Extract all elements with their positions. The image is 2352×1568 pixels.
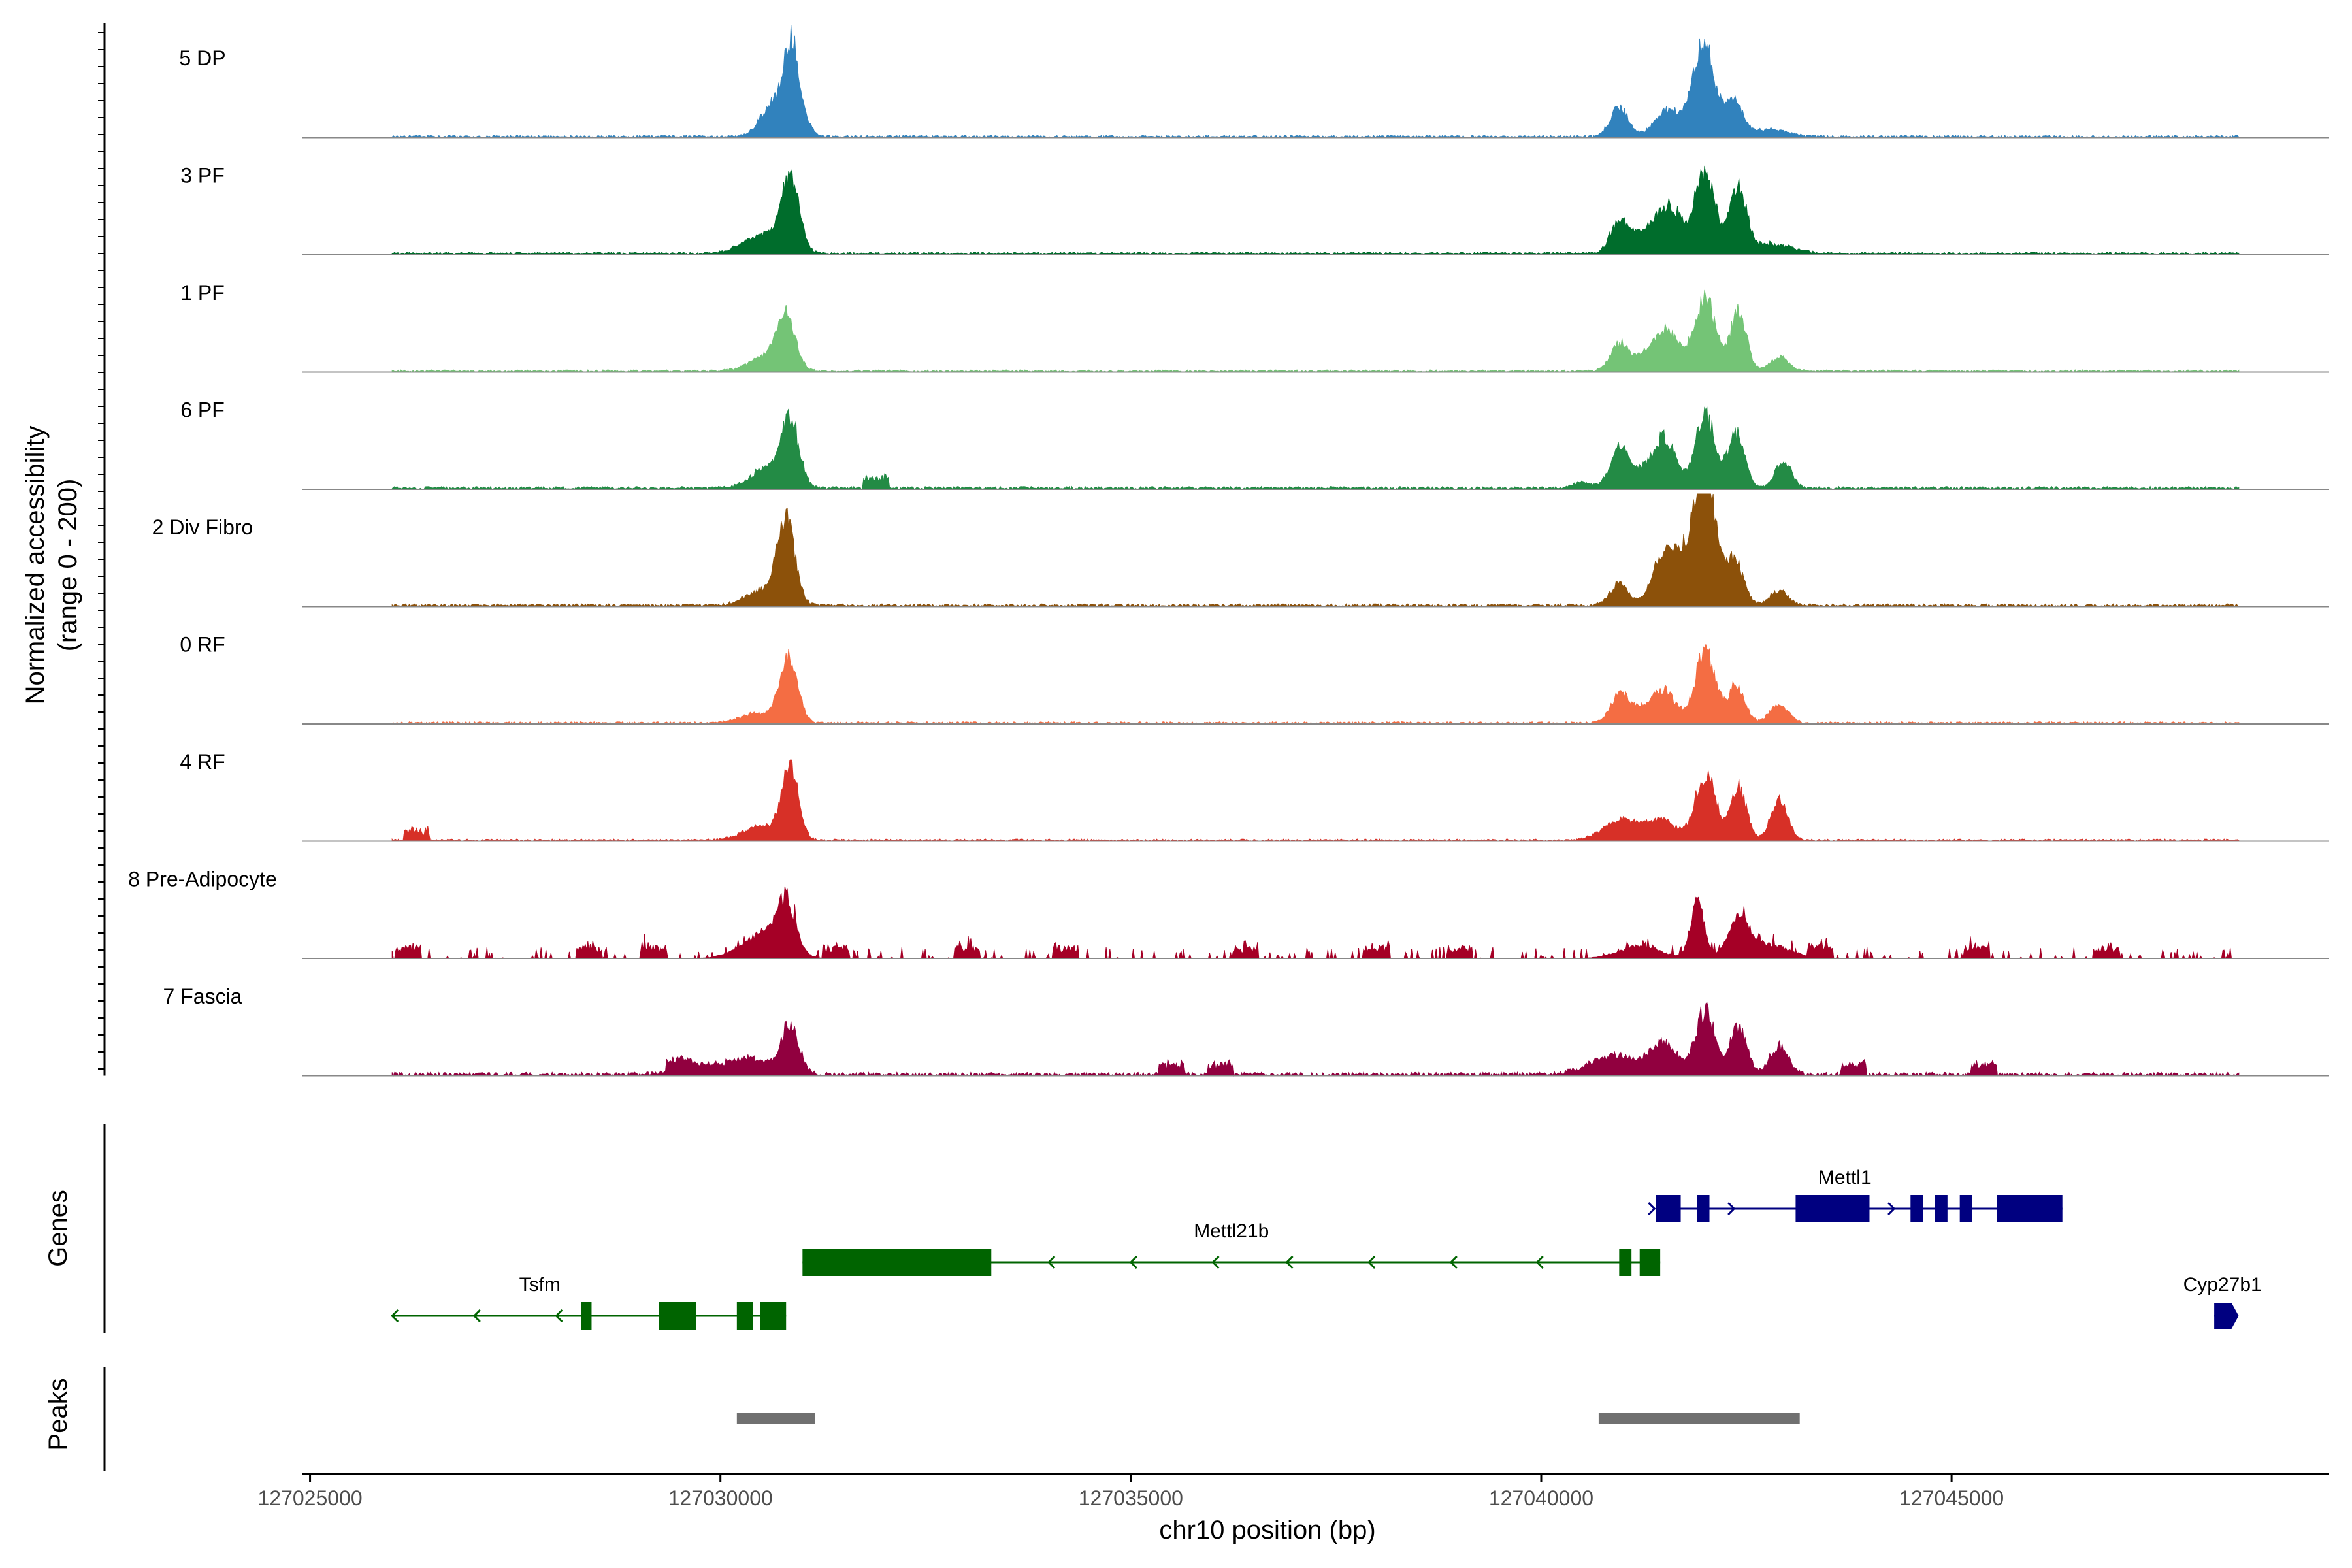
gene-exon [736, 1302, 753, 1330]
coverage-tracks: 5 DP 3 PF 1 PF 6 PF 2 Div Fibro 0 RF 4 RF 8 Pre… [98, 23, 2329, 1077]
track-label: 5 DP [179, 46, 225, 70]
track-2-div-fibro: 2 Div Fibro [152, 493, 2329, 608]
track-8-pre-adipocyte: 8 Pre-Adipocyte [128, 867, 2329, 960]
gene-label: Mettl21b [1194, 1220, 1269, 1242]
strand-arrow [391, 1309, 399, 1323]
strand-arrow [1047, 1255, 1056, 1269]
gene-annotation-track: Mettl1 Mettl21b Tsfm Cyp27b1 [103, 1124, 2262, 1333]
gene-exon [659, 1302, 696, 1330]
gene-tsfm: Tsfm [391, 1274, 787, 1330]
track-0-rf: 0 RF [180, 632, 2329, 725]
peaks-track-label: Peaks [44, 1378, 73, 1450]
gene-mettl1: Mettl1 [1648, 1167, 2063, 1222]
coverage-area [391, 493, 2240, 608]
gene-label: Mettl1 [1818, 1167, 1872, 1188]
track-label: 3 PF [180, 163, 225, 187]
gene-exon [1910, 1195, 1923, 1222]
peak-region [736, 1413, 815, 1424]
track-label: 0 RF [180, 632, 225, 656]
gene-exon [2214, 1303, 2239, 1329]
gene-exon [1795, 1195, 1870, 1222]
gene-exon [1959, 1195, 1972, 1222]
gene-exon [1935, 1195, 1948, 1222]
track-4-rf: 4 RF [180, 750, 2329, 842]
strand-arrow [1129, 1255, 1137, 1269]
strand-arrow [1727, 1201, 1736, 1216]
coverage-area [391, 24, 2240, 139]
strand-arrow [1449, 1255, 1458, 1269]
x-tick-label: 127030000 [668, 1486, 773, 1510]
gene-exon [1619, 1249, 1632, 1276]
gene-label: Cyp27b1 [2183, 1274, 2262, 1296]
x-tick-label: 127040000 [1489, 1486, 1593, 1510]
gene-exon [760, 1302, 787, 1330]
gene-mettl21b: Mettl21b [802, 1220, 1661, 1276]
peak-region [1598, 1413, 1800, 1424]
y-axis-title: Normalized accessibility [21, 426, 50, 705]
strand-arrow [1211, 1255, 1220, 1269]
gene-exon [1656, 1195, 1681, 1222]
y-axis-subtitle: (range 0 - 200) [54, 479, 82, 652]
coverage-area [391, 1002, 2240, 1077]
track-label: 4 RF [180, 750, 225, 774]
track-label: 1 PF [180, 281, 225, 304]
gene-cyp27b1: Cyp27b1 [2183, 1274, 2262, 1329]
gene-exon [1697, 1195, 1710, 1222]
strand-arrow [555, 1309, 563, 1323]
gene-exon [581, 1302, 592, 1330]
strand-arrow [1648, 1201, 1656, 1216]
strand-arrow [1887, 1201, 1896, 1216]
strand-arrow [1367, 1255, 1376, 1269]
track-7-fascia: 7 Fascia [163, 985, 2329, 1077]
track-5-dp: 5 DP [179, 24, 2329, 139]
x-axis-title: chr10 position (bp) [1159, 1516, 1375, 1544]
gene-label: Tsfm [519, 1274, 561, 1296]
coverage-area [391, 165, 2240, 256]
track-label: 7 Fascia [163, 985, 242, 1008]
x-tick-label: 127025000 [257, 1486, 362, 1510]
peaks-track [103, 1367, 1800, 1471]
track-label: 2 Div Fibro [152, 515, 253, 539]
coverage-area [391, 759, 2240, 842]
gene-exon [802, 1249, 992, 1276]
genes-track-label: Genes [44, 1190, 73, 1267]
track-label: 6 PF [180, 398, 225, 421]
strand-arrow [1285, 1255, 1294, 1269]
track-1-pf: 1 PF [180, 281, 2329, 373]
track-3-pf: 3 PF [180, 163, 2329, 256]
strand-arrow [1535, 1255, 1544, 1269]
track-label: 8 Pre-Adipocyte [128, 867, 277, 890]
track-6-pf: 6 PF [180, 398, 2329, 491]
gene-exon [1997, 1195, 2063, 1222]
gene-exon [1639, 1249, 1661, 1276]
x-tick-label: 127045000 [1899, 1486, 2004, 1510]
x-tick-label: 127035000 [1079, 1486, 1183, 1510]
strand-arrow [472, 1309, 481, 1323]
genomic-position-axis: 127025000 127030000 127035000 127040000 1270… [257, 1473, 2329, 1510]
